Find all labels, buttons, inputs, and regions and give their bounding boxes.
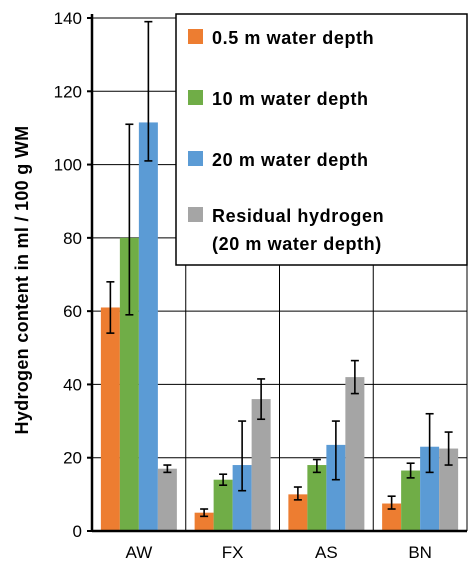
y-tick-label-40: 40 [63,375,82,394]
legend-box [175,13,468,266]
y-tick-label-100: 100 [54,156,82,175]
bar-as-series-1 [288,494,308,531]
x-category-label-as: AS [315,543,338,562]
y-axis-label: Hydrogen content in ml / 100 g WM [12,126,32,435]
x-axis-categories: AW FX AS BN [125,543,431,562]
legend-label-2: 10 m water depth [212,89,369,109]
legend-swatch-4 [188,207,203,222]
y-tick-label-80: 80 [63,229,82,248]
legend-swatch-2 [188,90,203,105]
y-tick-label-60: 60 [63,302,82,321]
y-axis-ticks: 0 20 40 60 80 100 120 140 [54,9,92,541]
bar-bn-series-1 [382,503,402,531]
legend-label-3: 20 m water depth [212,150,369,170]
bar-fx-series-3 [232,465,252,531]
legend-label-4-line2: (20 m water depth) [212,234,382,254]
bar-aw-series-3 [138,122,158,532]
x-category-label-bn: BN [408,543,432,562]
bar-bn-series-2 [401,470,421,531]
legend: 0.5 m water depth 10 m water depth 20 m wa… [175,13,468,266]
bar-aw-series-2 [119,237,139,531]
bar-fx-series-4 [251,399,271,531]
legend-label-4: Residual hydrogen [212,206,384,226]
bar-as-series-3 [326,444,346,531]
bar-fx-series-1 [194,512,214,531]
x-category-label-aw: AW [125,543,152,562]
y-tick-label-0: 0 [73,522,82,541]
bar-as-series-2 [307,465,327,531]
x-category-label-fx: FX [222,543,244,562]
bar-bn-series-3 [420,446,440,531]
legend-swatch-1 [188,29,203,44]
legend-label-1: 0.5 m water depth [212,28,374,48]
y-tick-label-140: 140 [54,9,82,28]
bars [100,20,459,532]
y-tick-label-120: 120 [54,82,82,101]
bar-aw-series-1 [100,307,120,531]
bar-fx-series-2 [213,479,233,531]
bar-as-series-4 [345,377,365,531]
y-tick-label-20: 20 [63,449,82,468]
legend-swatch-3 [188,151,203,166]
bar-bn-series-4 [439,448,459,531]
bar-aw-series-4 [157,468,177,531]
